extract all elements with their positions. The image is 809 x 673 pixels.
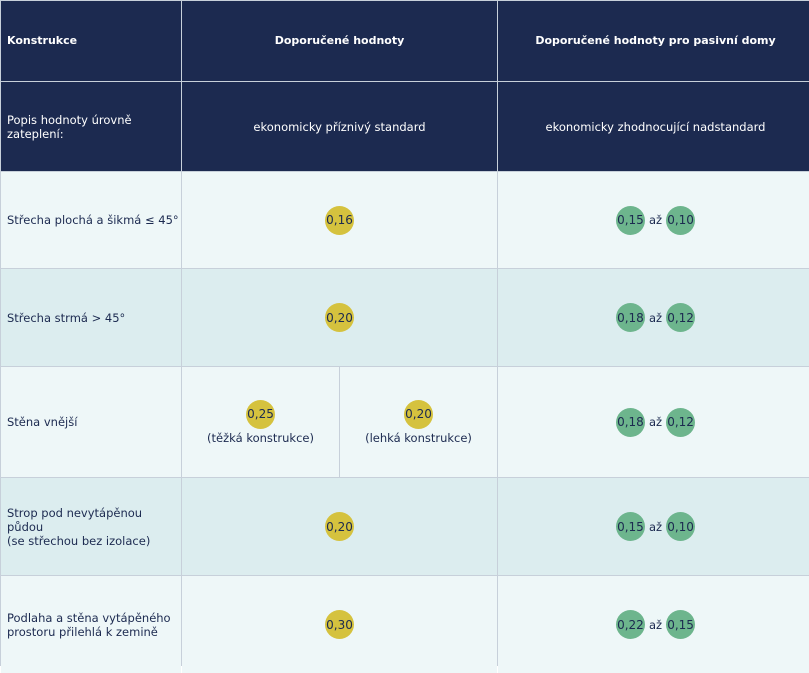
recommended-cell: 0,20 xyxy=(182,269,497,366)
subheader-standard: ekonomicky příznivý standard xyxy=(182,82,497,171)
row-label-line2: (se střechou bez izolace) xyxy=(7,533,151,548)
header-construction: Konstrukce xyxy=(1,1,181,81)
range-separator: až xyxy=(648,310,663,325)
row-label: Podlaha a stěna vytápěného prostoru přil… xyxy=(1,576,181,673)
subheader-label: Popis hodnoty úrovně zateplení: xyxy=(1,82,181,171)
recommended-cell: 0,16 xyxy=(182,172,497,268)
passive-range: 0,22 až 0,15 xyxy=(615,610,696,639)
header-passive: Doporučené hodnoty pro pasivní domy xyxy=(498,1,809,81)
row-label: Střecha plochá a šikmá ≤ 45° xyxy=(1,172,181,268)
range-separator: až xyxy=(648,213,663,227)
recommended-badge: 0,20 xyxy=(325,303,354,332)
passive-cell: 0,22 až 0,15 xyxy=(498,576,809,673)
passive-range: 0,18 až 0,12 xyxy=(615,407,696,437)
row-label-line1: Strop pod nevytápěnou půdou xyxy=(7,505,143,534)
row-label-line1: Podlaha a stěna vytápěného xyxy=(7,610,171,625)
passive-cell: 0,15 až 0,10 xyxy=(498,478,809,575)
passive-to-badge: 0,10 xyxy=(666,205,696,235)
recommended-badge: 0,25 xyxy=(246,399,275,429)
recommended-badge: 0,20 xyxy=(404,399,433,429)
recommended-cell: 0,20 xyxy=(182,478,497,575)
light-construction-label: (lehká konstrukce) xyxy=(365,430,472,445)
passive-from-badge: 0,15 xyxy=(615,205,645,235)
recommended-badge: 0,16 xyxy=(325,205,354,235)
passive-from-badge: 0,18 xyxy=(615,407,645,437)
row-label: Střecha strmá > 45° xyxy=(1,269,181,366)
passive-from-badge: 0,18 xyxy=(615,303,645,332)
heavy-construction-label: (těžká konstrukce) xyxy=(207,430,314,445)
passive-range: 0,15 až 0,10 xyxy=(615,205,696,235)
range-separator: až xyxy=(648,519,663,534)
passive-from-badge: 0,15 xyxy=(615,512,645,541)
passive-cell: 0,18 až 0,12 xyxy=(498,367,809,477)
recommended-badge: 0,30 xyxy=(325,610,354,639)
passive-from-badge: 0,22 xyxy=(615,610,645,639)
passive-to-badge: 0,10 xyxy=(666,512,696,541)
header-recommended: Doporučené hodnoty xyxy=(182,1,497,81)
heavy-construction-cell: 0,25 (těžká konstrukce) xyxy=(182,367,339,477)
passive-to-badge: 0,12 xyxy=(666,407,696,437)
passive-to-badge: 0,15 xyxy=(666,610,696,639)
row-label: Stěna vnější xyxy=(1,367,181,477)
recommended-badge: 0,20 xyxy=(325,512,354,541)
passive-range: 0,18 až 0,12 xyxy=(615,303,696,332)
range-separator: až xyxy=(648,415,663,429)
light-construction-cell: 0,20 (lehká konstrukce) xyxy=(340,367,497,477)
row-label: Strop pod nevytápěnou půdou (se střechou… xyxy=(1,478,181,575)
passive-range: 0,15 až 0,10 xyxy=(615,512,696,541)
row-label-line2: prostoru přilehlá k zemině xyxy=(7,624,158,639)
range-separator: až xyxy=(648,617,663,632)
passive-cell: 0,15 až 0,10 xyxy=(498,172,809,268)
passive-cell: 0,18 až 0,12 xyxy=(498,269,809,366)
passive-to-badge: 0,12 xyxy=(666,303,696,332)
subheader-passive: ekonomicky zhodnocující nadstandard xyxy=(498,82,809,171)
recommended-cell: 0,30 xyxy=(182,576,497,673)
